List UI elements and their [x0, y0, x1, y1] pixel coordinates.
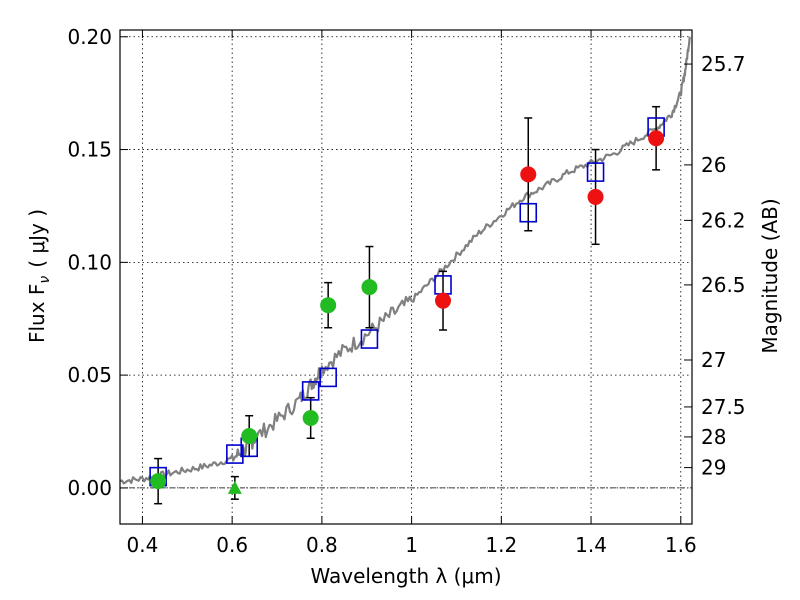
x-tick-label: 1: [405, 533, 418, 557]
model-photometry-square: [519, 202, 538, 223]
right-tick-label: 26: [701, 153, 726, 177]
red-point: [587, 188, 604, 205]
right-tick-label: 26.5: [701, 273, 746, 297]
green-point: [320, 297, 337, 314]
y-tick-label: 0.15: [67, 138, 112, 162]
model-spectrum-line: [119, 36, 691, 485]
axes-frame: [119, 29, 693, 525]
x-tick-label: 0.6: [216, 533, 248, 557]
x-tick-label: 1.4: [575, 533, 607, 557]
red-point: [648, 130, 665, 147]
y-axis-label-sub: ν: [37, 276, 53, 284]
x-tick-label: 1.2: [485, 533, 517, 557]
y-tick-label: 0.10: [67, 250, 112, 274]
red-point: [520, 166, 537, 183]
model-photometry-square: [226, 444, 244, 464]
model-photometry-square: [586, 162, 605, 182]
model-photometry-square: [319, 367, 337, 388]
green-point: [150, 473, 167, 490]
y-tick-label: 0.20: [67, 25, 112, 49]
model-photometry-square: [301, 381, 320, 401]
y-axis-label-unit: ( μJy ): [25, 209, 49, 268]
x-tick-label: 0.4: [127, 533, 159, 557]
y-tick-label: 0.00: [67, 476, 112, 500]
right-tick-label: 28: [701, 425, 726, 449]
right-tick-label: 25.7: [701, 52, 746, 76]
data-points-layer: [149, 105, 665, 505]
model-photometry-square: [360, 329, 379, 349]
plot-frame: [119, 29, 693, 525]
right-axis-label: Magnitude (AB): [758, 198, 782, 353]
x-tick-label: 0.8: [306, 533, 338, 557]
model-spectrum-layer: [119, 36, 691, 485]
y-axis-label: Flux Fν ( μJy ): [25, 209, 53, 343]
green-point: [361, 279, 378, 296]
y-tick-label: 0.05: [67, 363, 112, 387]
x-tick-label: 1.6: [665, 533, 697, 557]
x-axis-label: Wavelength λ (μm): [310, 564, 501, 588]
grid-lines: [120, 30, 692, 524]
right-tick-label: 26.2: [701, 208, 746, 232]
right-tick-label: 29: [701, 456, 726, 480]
tick-layer: 0.4 0.6 0.8 1 1.2 1.4 1.6 0.00 0.05 0.10 0.15 0.20 2…: [67, 25, 745, 557]
green-point: [241, 428, 258, 445]
red-point: [435, 292, 452, 309]
upper-limit-triangle: [227, 480, 242, 494]
y-axis-label-main: Flux F: [25, 284, 49, 343]
green-point: [302, 409, 319, 426]
right-tick-label: 27.5: [701, 395, 746, 419]
right-tick-label: 27: [701, 348, 726, 372]
